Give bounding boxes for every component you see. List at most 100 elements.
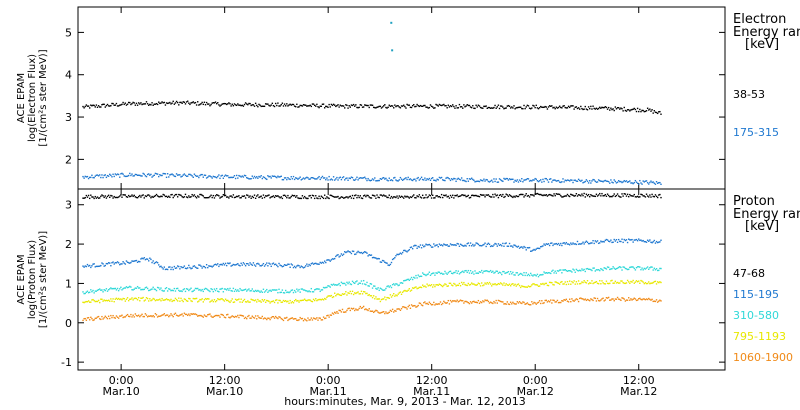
data-point — [326, 296, 328, 299]
data-point — [192, 195, 194, 197]
data-point — [121, 289, 123, 291]
data-point — [449, 270, 452, 273]
data-point — [91, 290, 93, 293]
data-point — [605, 280, 608, 282]
data-point — [290, 176, 292, 178]
data-point — [252, 299, 255, 301]
data-point — [356, 176, 358, 178]
data-point — [567, 301, 570, 303]
data-point — [310, 317, 313, 319]
data-point — [656, 112, 659, 115]
data-point — [485, 105, 487, 107]
data-point — [566, 280, 569, 283]
data-point — [172, 299, 174, 302]
data-point — [320, 299, 323, 301]
electron-ylabel-line: ACE EPAM — [16, 73, 27, 123]
data-point — [337, 312, 339, 314]
data-point — [310, 263, 313, 265]
data-point — [306, 176, 308, 179]
data-point — [377, 196, 379, 198]
data-point — [595, 241, 598, 243]
data-point — [642, 298, 644, 300]
data-point — [570, 242, 572, 244]
data-point — [660, 239, 662, 241]
data-point — [566, 270, 569, 272]
data-point — [241, 301, 243, 303]
data-point — [336, 293, 338, 296]
data-point — [95, 290, 98, 292]
data-point — [240, 262, 242, 265]
data-point — [141, 288, 143, 291]
data-point — [188, 195, 190, 197]
data-point — [533, 195, 535, 197]
data-point — [237, 103, 239, 105]
data-point — [263, 299, 266, 301]
data-point — [446, 196, 448, 198]
data-point — [652, 241, 654, 243]
data-point — [140, 289, 142, 291]
data-point — [203, 314, 206, 316]
data-point — [180, 265, 182, 268]
data-point — [293, 300, 296, 302]
data-point — [360, 307, 363, 309]
data-point — [444, 179, 446, 182]
data-point — [243, 317, 246, 320]
data-point — [638, 238, 640, 240]
data-point — [140, 175, 142, 177]
data-point — [395, 294, 397, 296]
data-point — [316, 197, 318, 199]
data-point — [150, 288, 152, 291]
data-point — [282, 292, 285, 294]
series-1060-1900 — [82, 296, 662, 322]
data-point — [218, 104, 220, 106]
data-point — [169, 101, 171, 104]
data-point — [336, 311, 338, 313]
data-point — [406, 178, 408, 181]
data-point — [464, 194, 466, 197]
data-point — [405, 196, 407, 198]
data-point — [114, 317, 117, 319]
data-point — [140, 258, 142, 260]
data-point — [423, 179, 425, 181]
data-point — [200, 193, 202, 196]
data-point — [286, 291, 288, 294]
data-point — [113, 104, 115, 106]
data-point — [289, 299, 291, 302]
data-point — [545, 243, 547, 245]
data-point — [352, 281, 355, 284]
data-point — [603, 194, 605, 197]
data-point — [428, 284, 431, 286]
data-point — [97, 197, 100, 199]
data-point — [423, 273, 425, 276]
data-point — [591, 280, 593, 282]
data-point — [602, 282, 604, 284]
data-point — [492, 245, 494, 248]
data-point — [139, 103, 141, 105]
data-point — [161, 289, 163, 292]
data-point — [611, 108, 613, 111]
data-point — [367, 294, 369, 297]
data-point — [391, 197, 394, 199]
data-point — [626, 241, 629, 244]
data-point — [580, 180, 582, 182]
data-point — [303, 104, 306, 106]
data-point — [100, 289, 102, 291]
data-point — [403, 290, 405, 292]
data-point — [650, 241, 652, 243]
data-point — [658, 111, 660, 113]
data-point — [610, 239, 612, 241]
data-point — [393, 283, 395, 285]
data-point — [184, 193, 187, 196]
data-point — [240, 104, 242, 107]
data-point — [446, 176, 448, 179]
data-point — [364, 176, 366, 178]
data-point — [178, 289, 180, 292]
data-point — [290, 104, 292, 106]
data-point — [595, 107, 598, 109]
data-point — [583, 108, 585, 110]
data-point — [460, 194, 463, 196]
data-point — [386, 196, 388, 199]
data-point — [374, 257, 376, 259]
data-point — [212, 194, 215, 197]
data-point — [601, 192, 603, 195]
